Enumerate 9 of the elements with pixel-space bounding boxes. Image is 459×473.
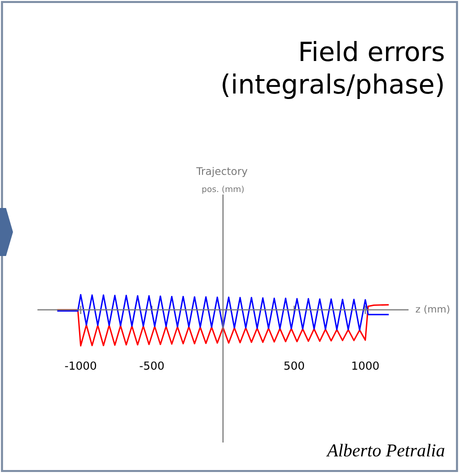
text: Alberto Petralia [326,444,444,457]
chart-title: Field errors (integrals/phase) [222,40,444,100]
x-tick-label: -500 [140,361,164,370]
x-tick-label: 1000 [352,361,379,370]
x-axis-title: z (mm) [416,305,450,314]
chart-subtitle: Trajectory [196,166,248,178]
x-tick-label: 500 [284,361,304,370]
x-tick-label: -1000 [65,361,96,370]
text: pos. (mm) [202,186,244,194]
